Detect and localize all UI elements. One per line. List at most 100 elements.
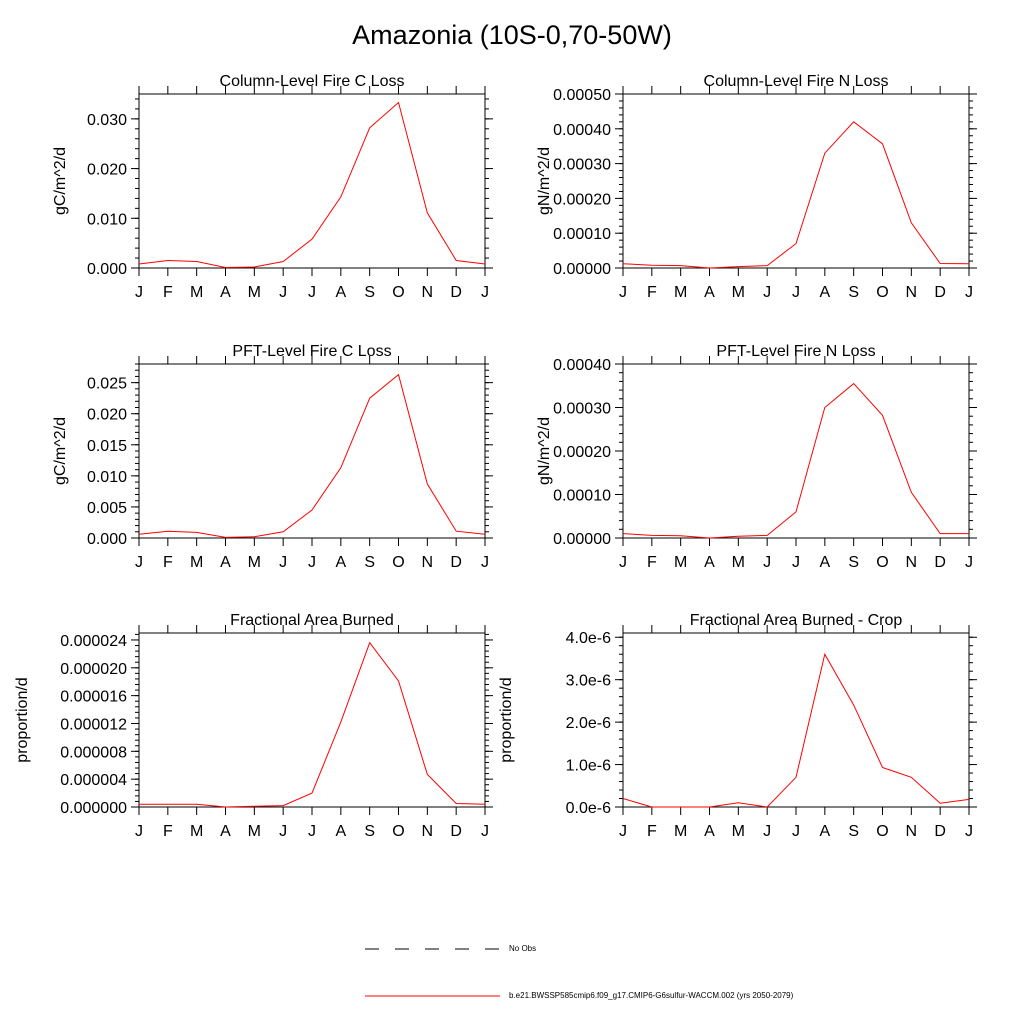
- x-tick-label: M: [248, 554, 261, 571]
- x-tick-label: M: [674, 823, 687, 840]
- x-tick-label: S: [364, 284, 375, 301]
- x-tick-label: F: [163, 823, 173, 840]
- x-tick-label: M: [190, 554, 203, 571]
- y-tick-label: 0.00020: [553, 444, 611, 461]
- x-tick-label: J: [135, 823, 143, 840]
- x-tick-label: D: [934, 284, 946, 301]
- y-tick-label: 0.020: [87, 407, 127, 424]
- x-tick-label: N: [422, 823, 434, 840]
- y-axis-label: gC/m^2/d: [52, 417, 69, 485]
- x-tick-label: A: [704, 554, 715, 571]
- y-tick-label: 0.00010: [553, 488, 611, 505]
- x-tick-label: A: [335, 554, 346, 571]
- legend-model-label: b.e21.BWSSP585cmip6.f09_g17.CMIP6-G6sulf…: [509, 991, 794, 1000]
- x-tick-label: A: [220, 284, 231, 301]
- x-tick-label: O: [876, 284, 888, 301]
- x-tick-label: J: [481, 554, 489, 571]
- y-tick-label: 0.00050: [553, 87, 611, 104]
- x-tick-label: A: [704, 823, 715, 840]
- chart-title: Fractional Area Burned - Crop: [690, 612, 903, 629]
- x-tick-label: A: [220, 554, 231, 571]
- x-tick-label: M: [732, 823, 745, 840]
- x-tick-label: O: [876, 554, 888, 571]
- plot-frame: [138, 363, 486, 539]
- series-line: [139, 641, 486, 808]
- y-axis-label: gN/m^2/d: [536, 147, 553, 215]
- x-tick-label: D: [450, 284, 462, 301]
- x-tick-label: J: [792, 284, 800, 301]
- x-tick-label: A: [819, 823, 830, 840]
- x-tick-label: A: [335, 823, 346, 840]
- x-tick-label: F: [647, 554, 657, 571]
- x-tick-label: J: [763, 284, 771, 301]
- x-tick-label: N: [906, 554, 918, 571]
- y-tick-label: 0.000: [87, 531, 127, 548]
- x-tick-label: N: [422, 284, 434, 301]
- x-tick-label: J: [792, 823, 800, 840]
- y-tick-label: 4.0e-6: [566, 630, 611, 647]
- y-tick-label: 0.020: [87, 162, 127, 179]
- series-line: [622, 382, 969, 539]
- x-tick-label: S: [364, 823, 375, 840]
- x-tick-label: M: [190, 284, 203, 301]
- x-tick-label: O: [392, 284, 404, 301]
- chart-title: PFT-Level Fire C Loss: [232, 343, 391, 360]
- y-tick-label: 2.0e-6: [566, 715, 611, 732]
- y-tick-label: 0.00030: [553, 401, 611, 418]
- series-line: [138, 373, 486, 538]
- x-tick-label: M: [732, 284, 745, 301]
- x-tick-label: J: [308, 284, 316, 301]
- y-tick-label: 0.00000: [553, 531, 611, 548]
- x-tick-label: J: [135, 284, 143, 301]
- y-tick-label: 0.000008: [60, 744, 127, 761]
- x-tick-label: D: [450, 554, 462, 571]
- y-tick-label: 3.0e-6: [566, 673, 611, 690]
- x-tick-label: J: [619, 554, 627, 571]
- figure-title: Amazonia (10S-0,70-50W): [352, 20, 672, 50]
- x-tick-label: J: [792, 554, 800, 571]
- x-tick-label: A: [704, 284, 715, 301]
- y-tick-label: 0.0e-6: [566, 800, 611, 817]
- y-tick-label: 0.010: [87, 469, 127, 486]
- x-tick-label: S: [848, 823, 859, 840]
- y-tick-label: 0.000004: [60, 772, 127, 789]
- y-tick-label: 0.00040: [553, 357, 611, 374]
- x-tick-label: A: [220, 823, 231, 840]
- plot-frame: [622, 93, 970, 269]
- x-tick-label: N: [906, 823, 918, 840]
- y-tick-label: 0.00030: [553, 157, 611, 174]
- chart-title: Column-Level Fire N Loss: [704, 73, 889, 90]
- y-tick-label: 0.030: [87, 112, 127, 129]
- x-tick-label: J: [135, 554, 143, 571]
- x-tick-label: J: [619, 823, 627, 840]
- y-axis-label: gC/m^2/d: [52, 147, 69, 215]
- plot-frame: [622, 632, 970, 808]
- x-tick-label: D: [934, 823, 946, 840]
- x-tick-label: A: [819, 554, 830, 571]
- x-tick-label: A: [819, 284, 830, 301]
- x-tick-label: S: [848, 554, 859, 571]
- chart-title: PFT-Level Fire N Loss: [716, 343, 875, 360]
- y-tick-label: 0.025: [87, 376, 127, 393]
- y-tick-label: 0.000000: [60, 800, 127, 817]
- x-tick-label: S: [848, 284, 859, 301]
- y-tick-label: 0.000020: [60, 661, 127, 678]
- x-tick-label: A: [335, 284, 346, 301]
- x-tick-label: J: [763, 823, 771, 840]
- x-tick-label: D: [450, 823, 462, 840]
- x-tick-label: S: [364, 554, 375, 571]
- x-tick-label: F: [163, 284, 173, 301]
- x-tick-label: J: [965, 554, 973, 571]
- x-tick-label: F: [647, 284, 657, 301]
- x-tick-label: M: [248, 823, 261, 840]
- y-tick-label: 0.000: [87, 261, 127, 278]
- x-tick-label: J: [308, 554, 316, 571]
- x-tick-label: M: [248, 284, 261, 301]
